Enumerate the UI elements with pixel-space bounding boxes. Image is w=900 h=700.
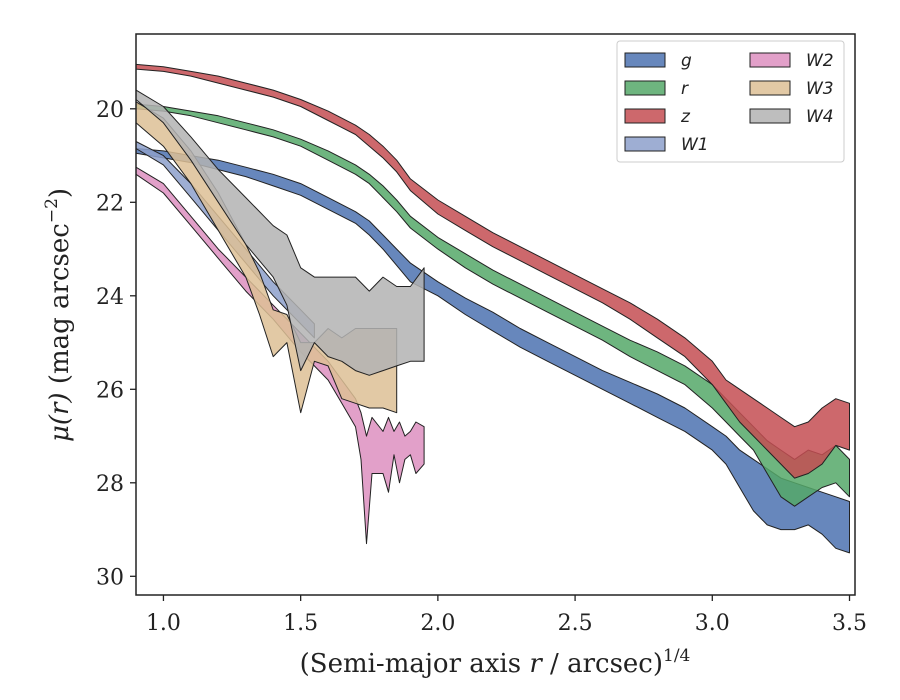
series-band-w4 <box>135 89 425 376</box>
legend-swatch-r <box>624 80 666 96</box>
y-axis-ticks: 20 22 24 26 28 30 <box>96 98 136 590</box>
legend-swatch-w1 <box>624 136 666 152</box>
y-tick-label: 28 <box>96 472 124 497</box>
x-tick-label: 1.0 <box>146 611 181 636</box>
series-areas <box>135 63 850 554</box>
legend-label-z: z <box>680 107 691 127</box>
series-band-z <box>135 63 850 479</box>
legend-label-w2: W2 <box>806 51 834 71</box>
legend-label-w4: W4 <box>806 107 834 127</box>
y-tick-label: 20 <box>96 98 124 123</box>
x-tick-label: 3.5 <box>832 611 867 636</box>
series-band-r <box>135 103 850 507</box>
y-tick-label: 30 <box>96 565 124 590</box>
x-axis-label: (Semi-major axis r / arcsec)1/4 <box>300 646 691 679</box>
x-tick-label: 1.5 <box>283 611 318 636</box>
x-tick-label: 2.0 <box>420 611 455 636</box>
legend-swatch-w4 <box>749 108 791 124</box>
x-tick-label: 3.0 <box>695 611 730 636</box>
legend-swatch-g <box>624 52 666 68</box>
y-tick-label: 24 <box>96 285 124 310</box>
legend-swatch-z <box>624 108 666 124</box>
y-tick-label: 26 <box>96 378 124 403</box>
series-band-g <box>135 148 850 554</box>
legend-swatch-w3 <box>749 80 791 96</box>
legend: grz W1 W2 W3 W4 <box>616 40 845 163</box>
legend-label-g: g <box>681 51 692 71</box>
legend-box <box>616 40 845 163</box>
legend-label-w3: W3 <box>806 79 834 99</box>
y-axis-label: μ(r) (mag arcsec−2) <box>42 188 75 442</box>
legend-swatch-w2 <box>749 52 791 68</box>
y-tick-label: 22 <box>96 191 124 216</box>
legend-label-w1: W1 <box>681 135 709 155</box>
x-axis-ticks: 1.0 1.5 2.0 2.5 3.0 3.5 <box>146 595 867 636</box>
legend-label-r: r <box>681 79 689 99</box>
plot-frame <box>135 33 856 596</box>
x-tick-label: 2.5 <box>558 611 593 636</box>
